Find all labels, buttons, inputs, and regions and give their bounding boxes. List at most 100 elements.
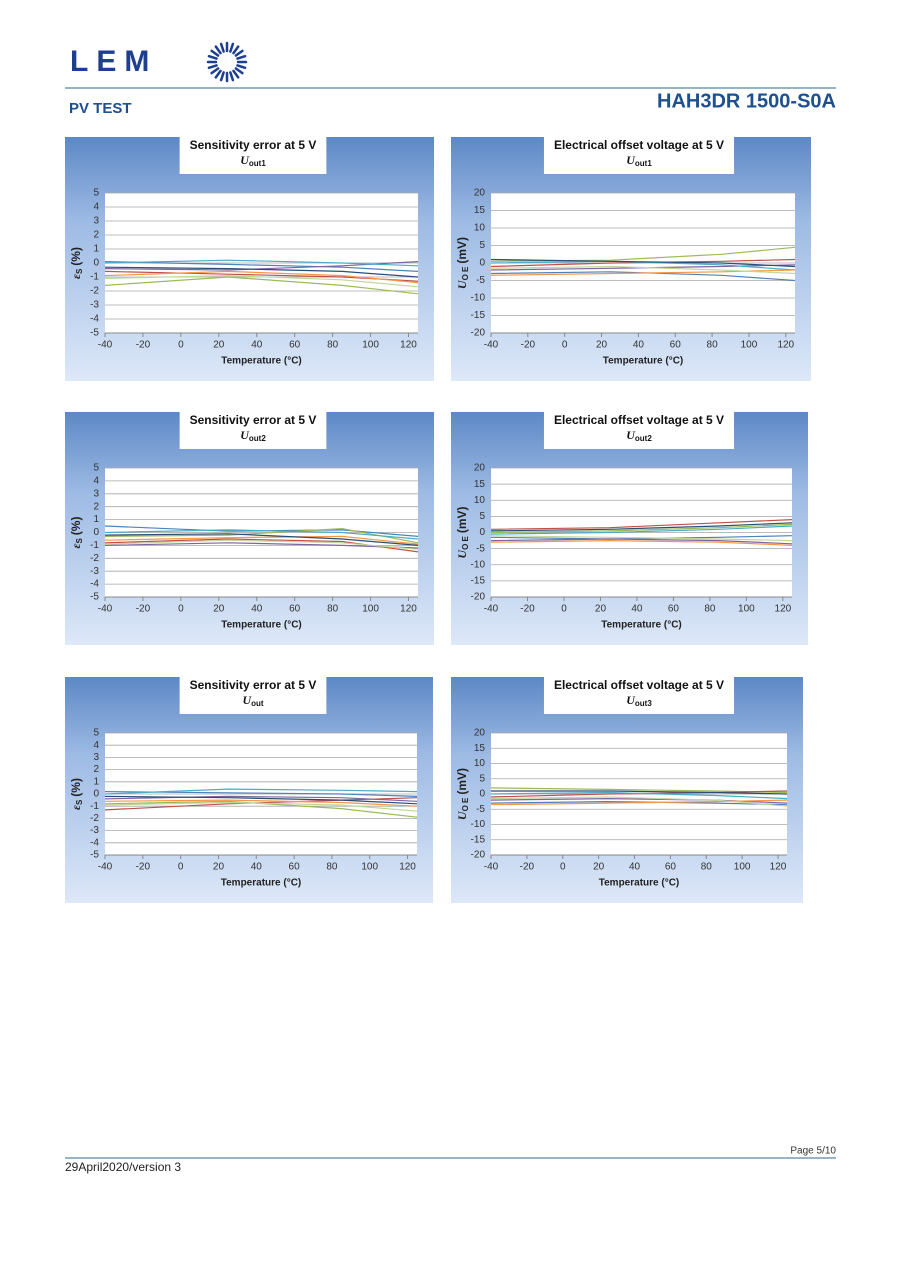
x-tick-label: 0: [562, 340, 568, 351]
y-axis-label: εS (%): [69, 517, 84, 549]
subtitle-symbol: U: [626, 153, 636, 167]
y-tick-label: 0: [479, 527, 485, 538]
subtitle-symbol: U: [240, 153, 250, 167]
y-label-symbol: ε: [69, 274, 83, 279]
x-tick-label: -20: [136, 604, 151, 615]
subtitle-sub: out1: [635, 159, 652, 168]
y-tick-label: -15: [471, 576, 486, 587]
y-tick-label: 20: [474, 188, 486, 199]
y-axis-label: εS (%): [69, 247, 84, 279]
x-tick-label: -40: [98, 340, 113, 351]
x-tick-label: 120: [775, 604, 792, 615]
data-line: [490, 260, 796, 271]
section-title: PV TEST: [69, 100, 132, 117]
chart: -5 -4 -3 -2 -1 0 1 2 34 5 -40 -20 0 20 40 60 80 100 120 Tem…: [65, 412, 434, 645]
x-tick-label: 40: [633, 340, 645, 351]
data-line: [104, 274, 419, 288]
subtitle-symbol: U: [242, 693, 252, 707]
data-line: [490, 796, 788, 807]
data-line: [490, 265, 796, 275]
y-axis-label: UO E (mV): [455, 768, 470, 820]
y-label-unit: (mV): [455, 237, 469, 264]
title-box: [543, 137, 735, 174]
y-tick-label: -5: [476, 543, 485, 554]
chart-title: Electrical offset voltage at 5 V: [554, 678, 724, 692]
x-tick-label: 100: [362, 340, 379, 351]
page-number: Page 5/10: [790, 1146, 836, 1157]
y-tick-label: 3: [93, 216, 99, 227]
x-tick-label: -40: [484, 862, 499, 873]
x-tick-label: -20: [136, 862, 151, 873]
data-line: [490, 791, 788, 800]
data-line: [490, 523, 793, 534]
x-tick-label: 40: [631, 604, 643, 615]
y-label-sub: S: [75, 538, 84, 544]
y-label-symbol: U: [455, 279, 469, 289]
x-tick-label: 0: [561, 604, 567, 615]
y-tick-label: 3: [93, 488, 99, 499]
product-name: HAH3DR 1500-S0A: [657, 90, 836, 112]
title-box: [179, 412, 327, 449]
x-tick-label: 80: [704, 604, 716, 615]
y-tick-label: 4: [93, 202, 99, 213]
y-tick-label: -15: [471, 834, 486, 845]
y-tick-label: 1: [93, 514, 99, 525]
y-tick-label: 5: [93, 188, 99, 199]
y-label-symbol: ε: [69, 805, 83, 810]
y-tick-label: 5: [479, 511, 485, 522]
y-tick-label: 20: [474, 728, 486, 739]
y-tick-label: 4: [93, 740, 99, 751]
data-line: [490, 264, 796, 271]
x-tick-label: 120: [400, 604, 417, 615]
y-tick-label: 15: [474, 479, 486, 490]
x-tick-label: 20: [213, 340, 225, 351]
data-line: [104, 266, 419, 278]
y-label-unit: (mV): [455, 768, 469, 795]
x-tick-label: 60: [289, 340, 301, 351]
data-line: [490, 799, 788, 806]
logo-text: LEM: [70, 45, 157, 78]
title-box: [543, 412, 735, 449]
chart-subtitle: Uout: [242, 693, 263, 708]
y-tick-label: -15: [471, 310, 486, 321]
x-tick-label: 100: [738, 604, 755, 615]
y-label-unit: (%): [69, 247, 83, 266]
y-tick-label: -20: [471, 592, 486, 603]
x-axis-label: Temperature (°C): [601, 620, 682, 631]
y-axis-label: UO E (mV): [455, 506, 470, 558]
x-tick-label: -20: [136, 340, 151, 351]
y-tick-label: 1: [93, 244, 99, 255]
x-tick-label: 20: [595, 604, 607, 615]
y-tick-label: 2: [93, 230, 99, 241]
y-tick-label: 10: [474, 495, 486, 506]
y-tick-label: 10: [474, 223, 486, 234]
x-tick-label: 80: [327, 340, 339, 351]
chart-subtitle: Uout2: [240, 428, 266, 443]
y-label-unit: (%): [69, 778, 83, 797]
y-tick-label: -3: [90, 566, 99, 577]
x-tick-label: -40: [484, 340, 499, 351]
data-line: [491, 790, 788, 795]
x-tick-label: 60: [289, 862, 301, 873]
y-label-symbol: ε: [69, 543, 83, 548]
data-line: [490, 538, 793, 545]
y-tick-label: 0: [479, 789, 485, 800]
x-tick-label: 100: [362, 604, 379, 615]
y-tick-label: 15: [474, 743, 486, 754]
y-label-symbol: U: [455, 810, 469, 820]
x-axis-label: Temperature (°C): [221, 878, 302, 889]
x-tick-label: 60: [665, 862, 677, 873]
chart-subtitle: Uout1: [626, 153, 652, 168]
logo-mark: [206, 41, 248, 83]
data-line: [490, 258, 796, 268]
y-tick-label: -5: [476, 275, 485, 286]
x-tick-label: 60: [668, 604, 680, 615]
data-line: [104, 539, 419, 550]
footer-date: 29April2020/version 3: [65, 1160, 181, 1174]
y-tick-label: 0: [93, 527, 99, 538]
x-tick-label: 120: [400, 340, 417, 351]
y-tick-label: 0: [93, 789, 99, 800]
y-tick-label: -5: [476, 804, 485, 815]
